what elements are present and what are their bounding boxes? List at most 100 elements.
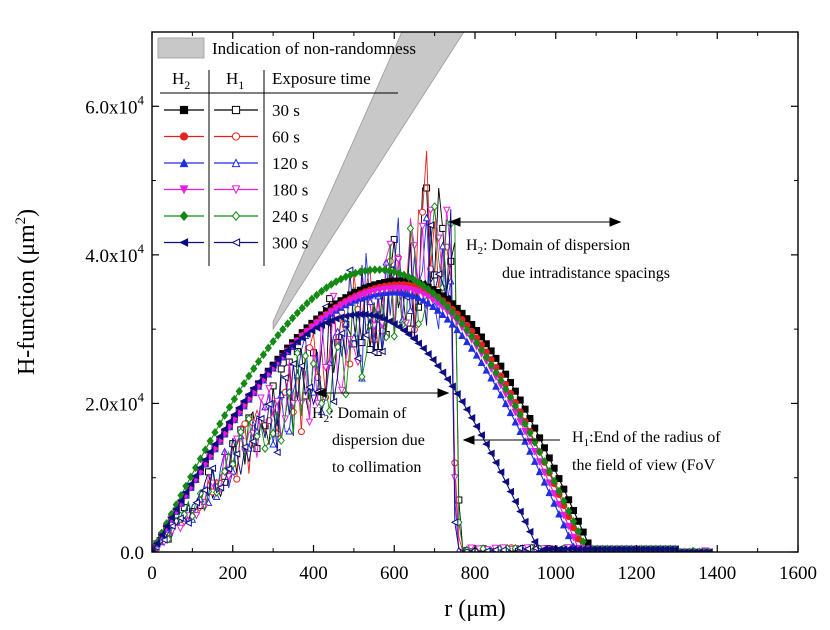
h1-point	[240, 443, 249, 451]
h1-point	[281, 373, 289, 382]
annotation-h2-intradistance-line2: due intradistance spacings	[502, 265, 670, 282]
annotation-h2-collimation-line2: dispersion due	[332, 432, 425, 449]
h2-point	[186, 480, 195, 488]
legend-h1-marker	[231, 185, 241, 195]
h2-point	[424, 350, 432, 358]
h2-point	[501, 399, 510, 408]
legend-h2-marker	[179, 185, 189, 195]
h2-point	[215, 432, 224, 441]
h2-point	[211, 428, 219, 437]
h1-point	[361, 331, 370, 339]
h1-point	[289, 360, 297, 368]
h1-point	[446, 276, 455, 285]
h2-point	[516, 410, 524, 420]
h2-point	[501, 477, 510, 486]
h1-point	[269, 429, 277, 438]
h1-point	[293, 370, 302, 379]
h2-point	[555, 500, 563, 509]
annotation-h2-collimation-line3: to collimation	[332, 459, 421, 476]
legend-series-label: 300 s	[272, 234, 308, 253]
legend-series-label: 180 s	[272, 181, 308, 200]
h2-point	[565, 506, 573, 516]
h1-point	[297, 428, 305, 436]
h1-point	[414, 319, 423, 329]
h2-point	[487, 449, 495, 458]
h1-point	[482, 547, 491, 552]
h2-point	[279, 324, 287, 334]
h2-point	[312, 323, 321, 332]
h2-point	[196, 454, 205, 464]
x-tick-label: 1600	[779, 563, 817, 584]
legend-h2-marker	[179, 238, 189, 247]
h1-point	[256, 414, 265, 423]
h1-point	[334, 342, 342, 352]
h2-point	[482, 440, 490, 448]
h2-point	[221, 411, 229, 420]
h2-point	[700, 548, 708, 552]
h2-point	[511, 401, 520, 411]
h2-point	[540, 457, 549, 466]
h2-point	[313, 290, 321, 300]
h2-point	[462, 405, 471, 414]
h2-point	[191, 472, 200, 480]
h2-point	[303, 299, 311, 308]
y-axis-title: H-function (μm2)	[13, 209, 40, 375]
h2-point	[477, 345, 486, 355]
h2-point	[322, 283, 331, 293]
h1-point	[184, 519, 192, 527]
h1-point	[265, 385, 273, 393]
h2-point	[322, 312, 331, 320]
annotation-h1-fov-line1: H1:End of the radius of	[572, 429, 721, 449]
h2-point	[457, 397, 466, 406]
h2-point	[312, 319, 321, 328]
h2-point	[428, 355, 437, 364]
h2-point	[230, 394, 239, 404]
h1-point	[390, 331, 398, 341]
h2-point	[540, 477, 549, 486]
h1-point	[248, 437, 257, 446]
h1-point	[346, 360, 354, 368]
h2-point	[400, 288, 408, 297]
h2-point	[399, 326, 408, 335]
h2-point	[380, 315, 389, 323]
h1-point	[439, 224, 447, 232]
x-tick-label: 800	[461, 563, 490, 584]
h2-point	[356, 292, 365, 301]
h2-point	[409, 275, 418, 285]
h2-point	[230, 410, 238, 419]
legend-band-swatch	[157, 37, 205, 59]
h2-point	[419, 281, 427, 291]
h2-point	[361, 290, 369, 299]
annotation-h2-collimation-line1: H2: Domain of	[312, 405, 407, 425]
h2-point	[467, 344, 476, 352]
h2-point	[302, 330, 311, 338]
h2-point	[337, 302, 345, 310]
h2-line	[152, 269, 710, 552]
h2-point	[675, 548, 684, 552]
h1-point	[176, 514, 184, 522]
h2-point	[429, 302, 437, 310]
x-tick-label: 600	[380, 563, 409, 584]
h2-point	[535, 447, 544, 457]
h1-point	[224, 473, 233, 481]
h2-point	[376, 265, 384, 275]
h1-point	[176, 524, 185, 533]
h2-point	[206, 448, 214, 456]
annotation-h2-intradistance-line1: H2: Domain of dispersion	[466, 237, 630, 257]
h1-point	[261, 444, 269, 453]
h2-point	[385, 317, 393, 326]
h2-point	[254, 357, 263, 366]
legend-band-label: Indication of non-randomness	[212, 39, 416, 58]
h2-point	[453, 389, 461, 398]
h2-point	[308, 323, 316, 332]
h1-point	[301, 351, 310, 361]
h2-point	[191, 463, 200, 473]
h2-point	[283, 346, 292, 354]
h2-point	[438, 310, 447, 318]
h2-point	[560, 511, 568, 520]
h1-point	[342, 389, 350, 399]
h2-point	[550, 499, 558, 507]
h2-point	[516, 427, 525, 436]
h2-point	[167, 513, 175, 522]
h2-point	[550, 476, 558, 486]
